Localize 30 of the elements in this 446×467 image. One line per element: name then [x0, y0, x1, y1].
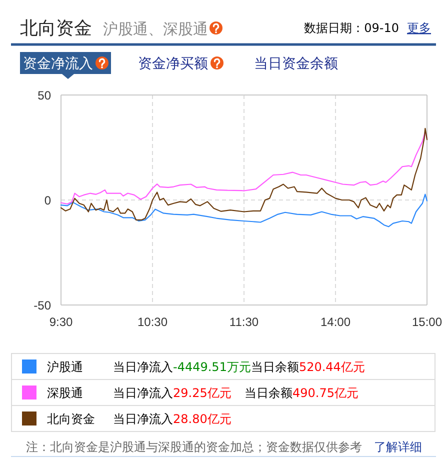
- legend-text: 当日净流入: [113, 386, 173, 400]
- legend-label: 北向资金: [47, 412, 95, 426]
- legend-value: 520.44亿元: [298, 360, 365, 374]
- legend-label: 沪股通: [47, 360, 83, 374]
- legend-label: 深股通: [47, 386, 83, 400]
- legend-value: 490.75亿元: [292, 386, 358, 400]
- subtitle: 沪股通、深股通: [103, 20, 208, 38]
- ytick-label: -50: [34, 298, 51, 312]
- tab-label: 资金净买额: [138, 56, 208, 72]
- legend-value: 29.25亿元: [173, 386, 232, 400]
- ytick-label: 0: [44, 194, 51, 208]
- tab-label: 资金净流入: [23, 56, 93, 72]
- ytick-label: 50: [38, 88, 51, 102]
- xtick-label: 10:30: [137, 315, 168, 329]
- xtick-label: 9:30: [49, 315, 73, 329]
- legend-text: 当日余额: [250, 360, 299, 374]
- title: 北向资金: [20, 18, 92, 39]
- annotation: 注：北向资金是沪股通与深股通的资金加总；资金数据仅供参考: [26, 440, 362, 454]
- xtick-label: 11:30: [229, 315, 259, 329]
- legend-text: 当日余额: [244, 386, 292, 400]
- annotation: 数据日期：09-10: [304, 21, 399, 35]
- link: 了解详细: [374, 440, 422, 454]
- link: 更多: [407, 21, 431, 35]
- xtick-label: 14:00: [320, 315, 351, 329]
- xtick-label: 15:00: [412, 315, 442, 329]
- legend-value: 28.80亿元: [173, 412, 232, 426]
- tab-label: 当日资金余额: [254, 56, 338, 72]
- legend-value: -4449.51万元: [173, 360, 251, 374]
- legend-text: 当日净流入: [113, 412, 173, 426]
- legend-text: 当日净流入: [113, 360, 173, 374]
